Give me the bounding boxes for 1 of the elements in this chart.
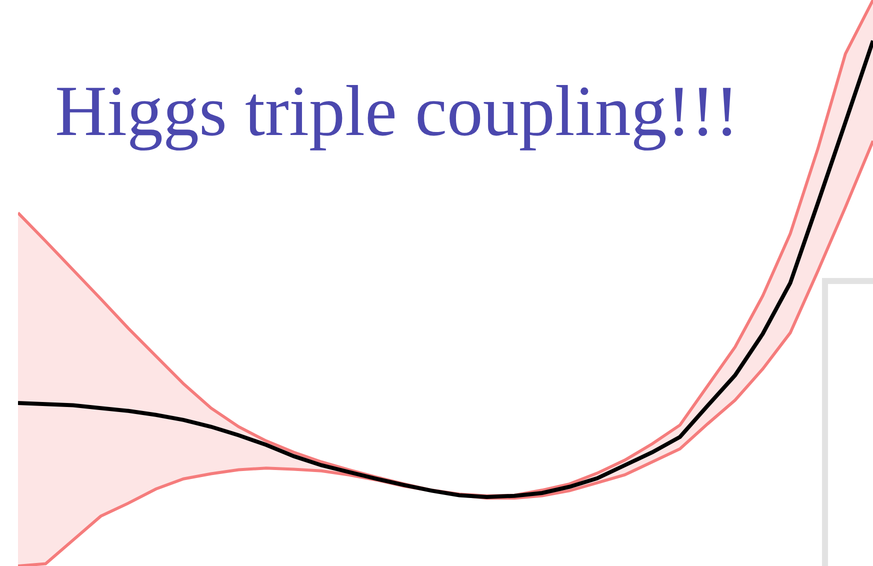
text: Higgs triple coupling!!! <box>55 71 739 152</box>
